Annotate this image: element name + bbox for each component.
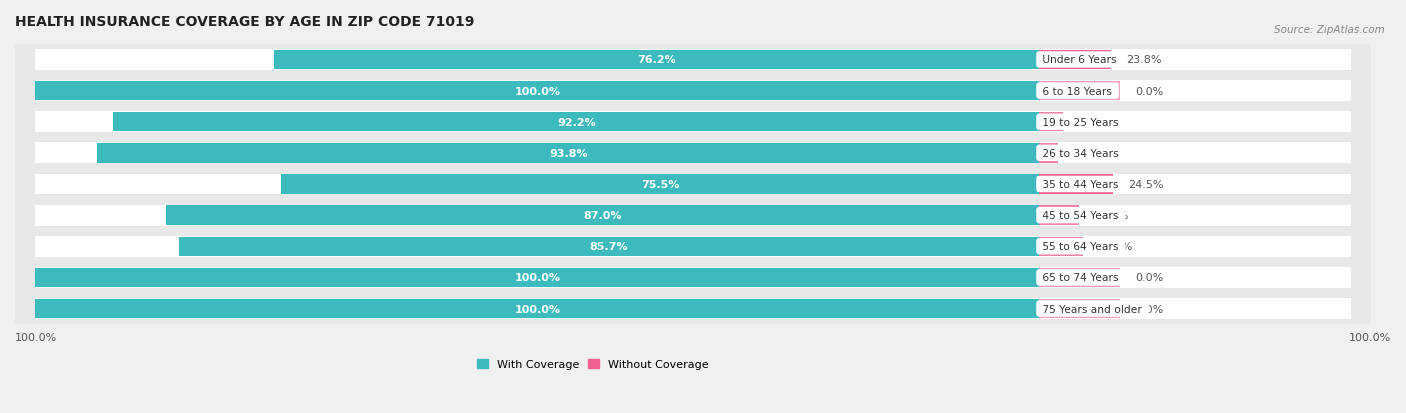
Bar [15, 231, 1371, 262]
Bar [15, 200, 1371, 231]
Text: HEALTH INSURANCE COVERAGE BY AGE IN ZIP CODE 71019: HEALTH INSURANCE COVERAGE BY AGE IN ZIP … [15, 15, 474, 29]
Text: 100.0%: 100.0% [515, 86, 560, 96]
Text: 14.3%: 14.3% [1098, 242, 1133, 252]
Bar [35, 298, 1351, 319]
Bar [35, 299, 1039, 318]
Text: 76.2%: 76.2% [637, 55, 676, 65]
Text: 24.5%: 24.5% [1129, 180, 1164, 190]
Text: 6.2%: 6.2% [1073, 149, 1101, 159]
Bar [15, 169, 1371, 200]
Text: 100.0%: 100.0% [515, 273, 560, 282]
Text: 75 Years and older: 75 Years and older [1039, 304, 1146, 314]
Bar [35, 267, 1351, 288]
Text: 19 to 25 Years: 19 to 25 Years [1039, 117, 1122, 128]
Bar [1039, 51, 1111, 70]
Bar [1039, 113, 1063, 132]
Bar [35, 81, 1351, 102]
Bar [15, 293, 1371, 324]
Text: 100.0%: 100.0% [1348, 332, 1391, 342]
Bar [35, 82, 1039, 101]
Bar [15, 45, 1371, 76]
Bar [166, 206, 1039, 225]
Bar [1039, 268, 1119, 287]
Text: 55 to 64 Years: 55 to 64 Years [1039, 242, 1122, 252]
Text: 0.0%: 0.0% [1135, 86, 1163, 96]
Text: 93.8%: 93.8% [550, 149, 588, 159]
Bar [15, 107, 1371, 138]
Text: Source: ZipAtlas.com: Source: ZipAtlas.com [1274, 25, 1385, 35]
Bar [281, 175, 1039, 194]
Text: 45 to 54 Years: 45 to 54 Years [1039, 211, 1122, 221]
Text: 87.0%: 87.0% [583, 211, 621, 221]
Text: 23.8%: 23.8% [1126, 55, 1161, 65]
Text: 65 to 74 Years: 65 to 74 Years [1039, 273, 1122, 282]
Bar [15, 76, 1371, 107]
Bar [15, 262, 1371, 293]
Bar [35, 143, 1351, 164]
Bar [15, 138, 1371, 169]
Bar [179, 237, 1039, 256]
Bar [35, 112, 1351, 133]
Bar [35, 236, 1351, 257]
Text: 0.0%: 0.0% [1135, 304, 1163, 314]
Text: Under 6 Years: Under 6 Years [1039, 55, 1121, 65]
Bar [274, 51, 1039, 70]
Legend: With Coverage, Without Coverage: With Coverage, Without Coverage [472, 354, 713, 374]
Bar [1039, 175, 1114, 194]
Bar [1039, 144, 1059, 163]
Text: 7.8%: 7.8% [1078, 117, 1107, 128]
Bar [35, 205, 1351, 226]
Bar [1039, 299, 1119, 318]
Text: 85.7%: 85.7% [591, 242, 628, 252]
Bar [1039, 237, 1083, 256]
Text: 100.0%: 100.0% [515, 304, 560, 314]
Bar [1039, 206, 1078, 225]
Bar [35, 268, 1039, 287]
Text: 75.5%: 75.5% [641, 180, 679, 190]
Text: 6 to 18 Years: 6 to 18 Years [1039, 86, 1116, 96]
Bar [114, 113, 1039, 132]
Bar [1039, 82, 1119, 101]
Text: 35 to 44 Years: 35 to 44 Years [1039, 180, 1122, 190]
Text: 92.2%: 92.2% [557, 117, 596, 128]
Bar [35, 50, 1351, 71]
Bar [97, 144, 1039, 163]
Text: 13.1%: 13.1% [1094, 211, 1129, 221]
Text: 100.0%: 100.0% [15, 332, 58, 342]
Bar [35, 174, 1351, 195]
Text: 26 to 34 Years: 26 to 34 Years [1039, 149, 1122, 159]
Text: 0.0%: 0.0% [1135, 273, 1163, 282]
